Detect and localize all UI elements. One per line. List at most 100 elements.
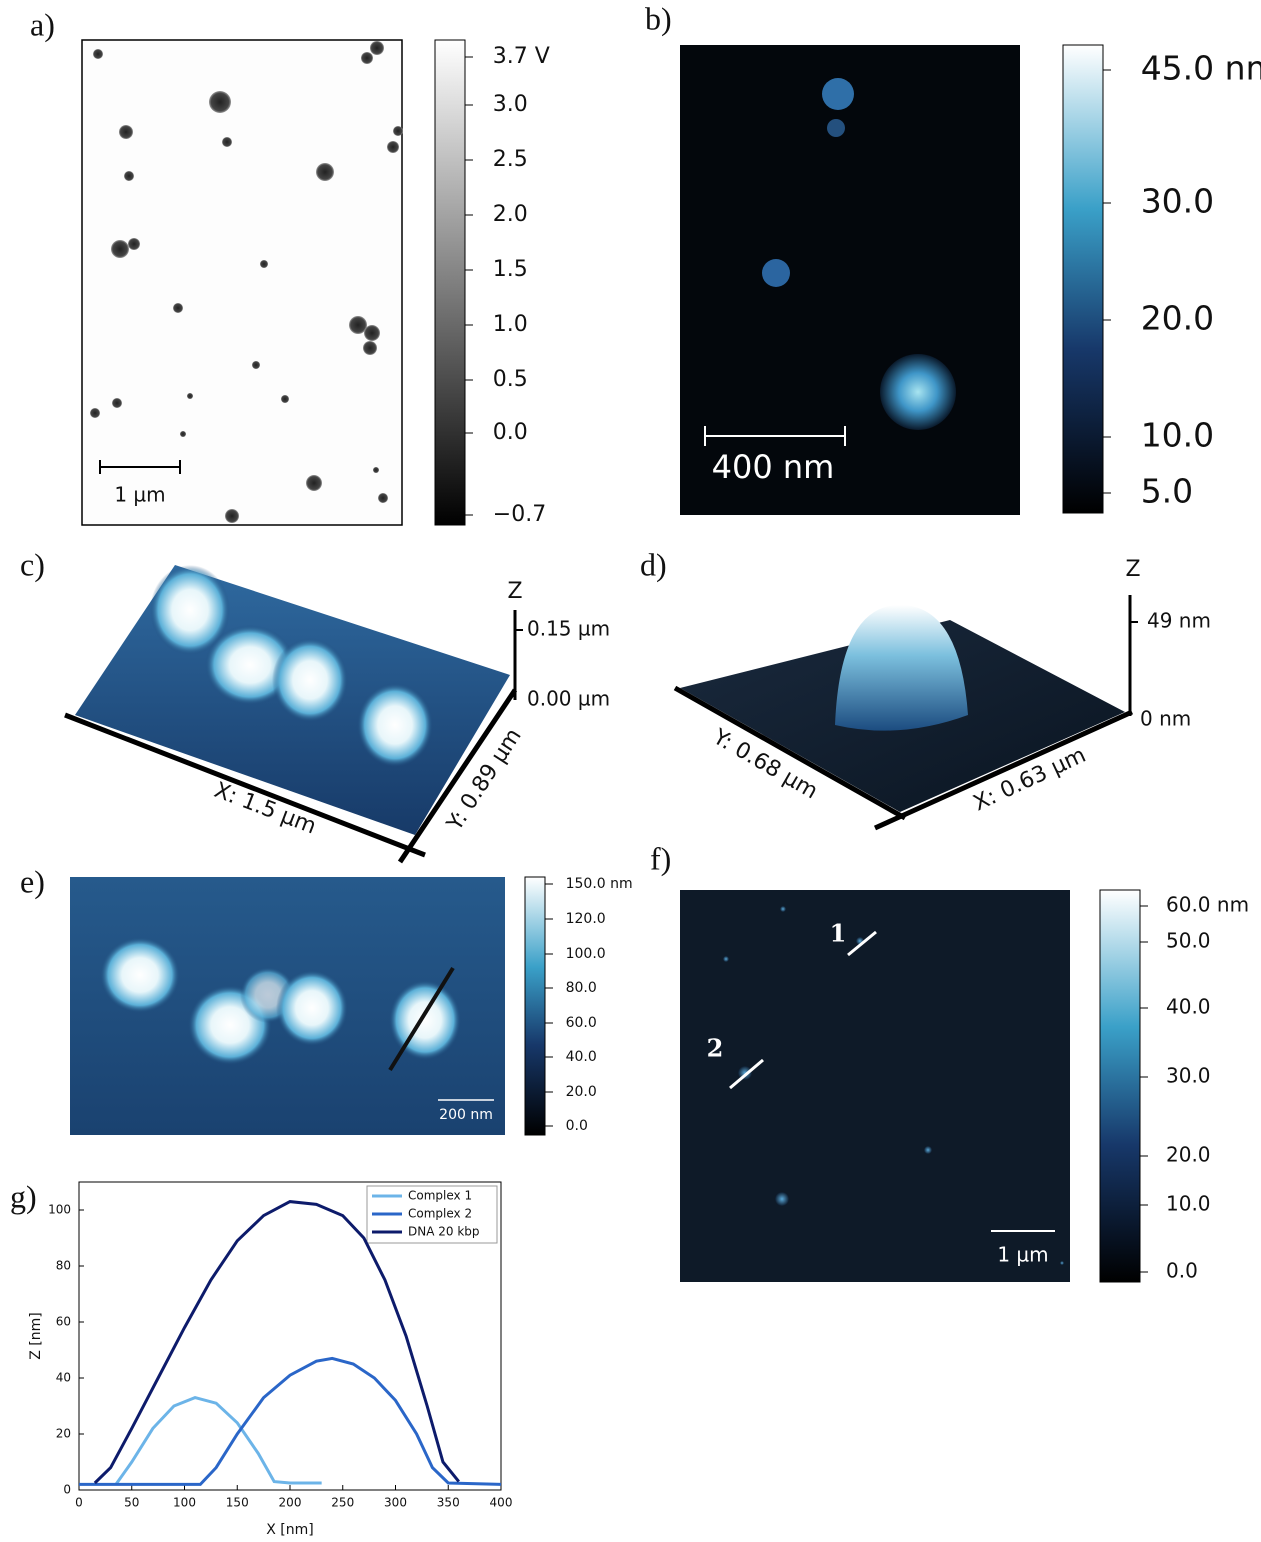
colorbar-tick-label: 0.5 <box>493 367 528 392</box>
particle <box>128 238 140 250</box>
colorbar-tick-label: 3.0 <box>493 92 528 117</box>
x-tick-label: 0 <box>75 1496 83 1510</box>
panel-label: d) <box>640 546 667 582</box>
afm-image <box>82 40 402 525</box>
particle <box>1060 1261 1064 1265</box>
axis-tick-label: 49 nm <box>1147 609 1211 633</box>
x-tick-label: 150 <box>226 1496 249 1510</box>
particle <box>822 78 854 110</box>
panel-label: f) <box>650 840 671 876</box>
scale-bar-label: 400 nm <box>712 448 835 486</box>
particle <box>370 41 384 55</box>
y-tick-label: 0 <box>63 1483 71 1497</box>
panel-label: c) <box>20 546 45 582</box>
colorbar-tick-label: 40.0 <box>1166 995 1211 1019</box>
colorbar-tick-label: 20.0 <box>566 1084 597 1100</box>
x-tick-label: 50 <box>124 1496 139 1510</box>
particle <box>364 325 380 341</box>
colorbar-tick-label: 100.0 <box>566 946 606 962</box>
particle <box>880 354 956 430</box>
colorbar <box>435 40 465 525</box>
x-tick-label: 100 <box>173 1496 196 1510</box>
line-series <box>116 1398 322 1485</box>
particle <box>260 260 268 268</box>
blob <box>100 937 180 1013</box>
particle <box>222 137 232 147</box>
particle <box>93 49 103 59</box>
colorbar-tick-label: 10.0 <box>1166 1192 1211 1216</box>
panel-label: a) <box>30 6 55 42</box>
legend-label: Complex 1 <box>408 1189 472 1203</box>
colorbar-tick-label: 20.0 <box>1166 1143 1211 1167</box>
particle <box>306 475 322 491</box>
blob <box>389 980 461 1060</box>
x-tick-label: 250 <box>331 1496 354 1510</box>
colorbar-tick-label: 2.0 <box>493 202 528 227</box>
marker-label: 2 <box>707 1034 724 1063</box>
y-tick-label: 100 <box>48 1203 71 1217</box>
axis-tick-label: 0 nm <box>1140 707 1191 731</box>
colorbar-tick-label: 50.0 <box>1166 929 1211 953</box>
colorbar-tick-label: 120.0 <box>566 911 606 927</box>
particle <box>775 1192 789 1206</box>
x-axis-title: X [nm] <box>266 1522 313 1538</box>
colorbar-tick-label: 20.0 <box>1141 299 1214 338</box>
panel-label: e) <box>20 863 45 899</box>
particle <box>124 171 134 181</box>
colorbar-tick-label: −0.7 <box>493 502 546 527</box>
particle <box>281 395 289 403</box>
colorbar-tick-label: 5.0 <box>1141 472 1193 511</box>
axis-tick-label: 0.00 µm <box>527 687 610 711</box>
particle <box>180 431 186 437</box>
blob <box>276 970 348 1046</box>
colorbar-tick-label: 2.5 <box>493 147 528 172</box>
y-tick-label: 60 <box>56 1315 71 1329</box>
particle <box>361 52 373 64</box>
colorbar <box>1100 890 1140 1282</box>
panel-label: b) <box>645 0 672 36</box>
particle <box>363 341 377 355</box>
colorbar-tick-label: 45.0 nm <box>1141 49 1261 88</box>
particle <box>119 125 133 139</box>
particle <box>112 398 122 408</box>
colorbar-tick-label: 80.0 <box>566 980 597 996</box>
particle <box>111 240 129 258</box>
line-series <box>95 1202 459 1483</box>
peak <box>357 683 433 767</box>
colorbar-tick-label: 0.0 <box>493 420 528 445</box>
colorbar-tick-label: 30.0 <box>1141 182 1214 221</box>
afm-image <box>680 45 1020 515</box>
afm-image <box>680 890 1070 1282</box>
panel-label: g) <box>10 1178 37 1214</box>
legend-label: Complex 2 <box>408 1207 472 1221</box>
scale-bar-label: 1 µm <box>997 1243 1048 1267</box>
particle <box>762 259 790 287</box>
colorbar <box>525 877 545 1135</box>
marker-label: 1 <box>830 919 847 948</box>
x-tick-label: 300 <box>384 1496 407 1510</box>
y-tick-label: 40 <box>56 1371 71 1385</box>
particle <box>209 91 231 113</box>
line-series <box>79 1358 501 1484</box>
figure: a)b)c)d)e)f)g)3.7 V3.02.52.01.51.00.50.0… <box>0 0 1261 1542</box>
y-tick-label: 20 <box>56 1427 71 1441</box>
colorbar-tick-label: 30.0 <box>1166 1064 1211 1088</box>
colorbar-tick-label: 60.0 nm <box>1166 893 1249 917</box>
scale-bar-label: 200 nm <box>439 1107 493 1123</box>
y-axis-title: Z [nm] <box>28 1312 44 1359</box>
particle <box>378 493 388 503</box>
colorbar-tick-label: 0.0 <box>566 1118 588 1134</box>
particle <box>387 141 399 153</box>
particle <box>173 303 183 313</box>
particle <box>90 408 100 418</box>
legend-label: DNA 20 kbp <box>408 1225 480 1239</box>
particle <box>316 163 334 181</box>
axis-title: Z <box>507 579 522 604</box>
scale-bar-label: 1 µm <box>114 483 165 507</box>
colorbar-tick-label: 60.0 <box>566 1015 597 1031</box>
colorbar-tick-label: 150.0 nm <box>566 876 633 892</box>
axis-title: Z <box>1125 557 1140 582</box>
particle <box>780 906 786 912</box>
colorbar-tick-label: 40.0 <box>566 1049 597 1065</box>
peak <box>272 638 348 722</box>
